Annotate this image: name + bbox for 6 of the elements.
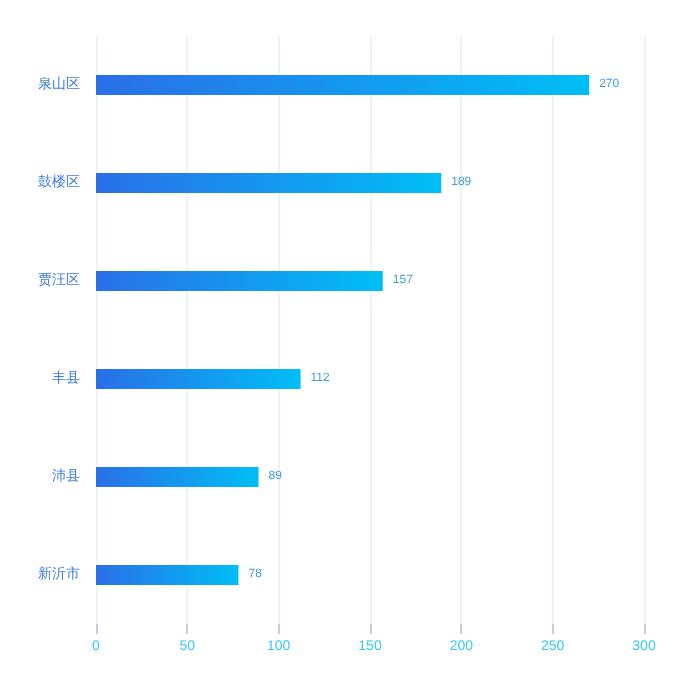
bar	[96, 467, 259, 487]
bar	[96, 369, 301, 389]
bar	[96, 565, 239, 585]
bar	[96, 271, 383, 291]
bar	[96, 75, 590, 95]
bar	[96, 173, 442, 193]
